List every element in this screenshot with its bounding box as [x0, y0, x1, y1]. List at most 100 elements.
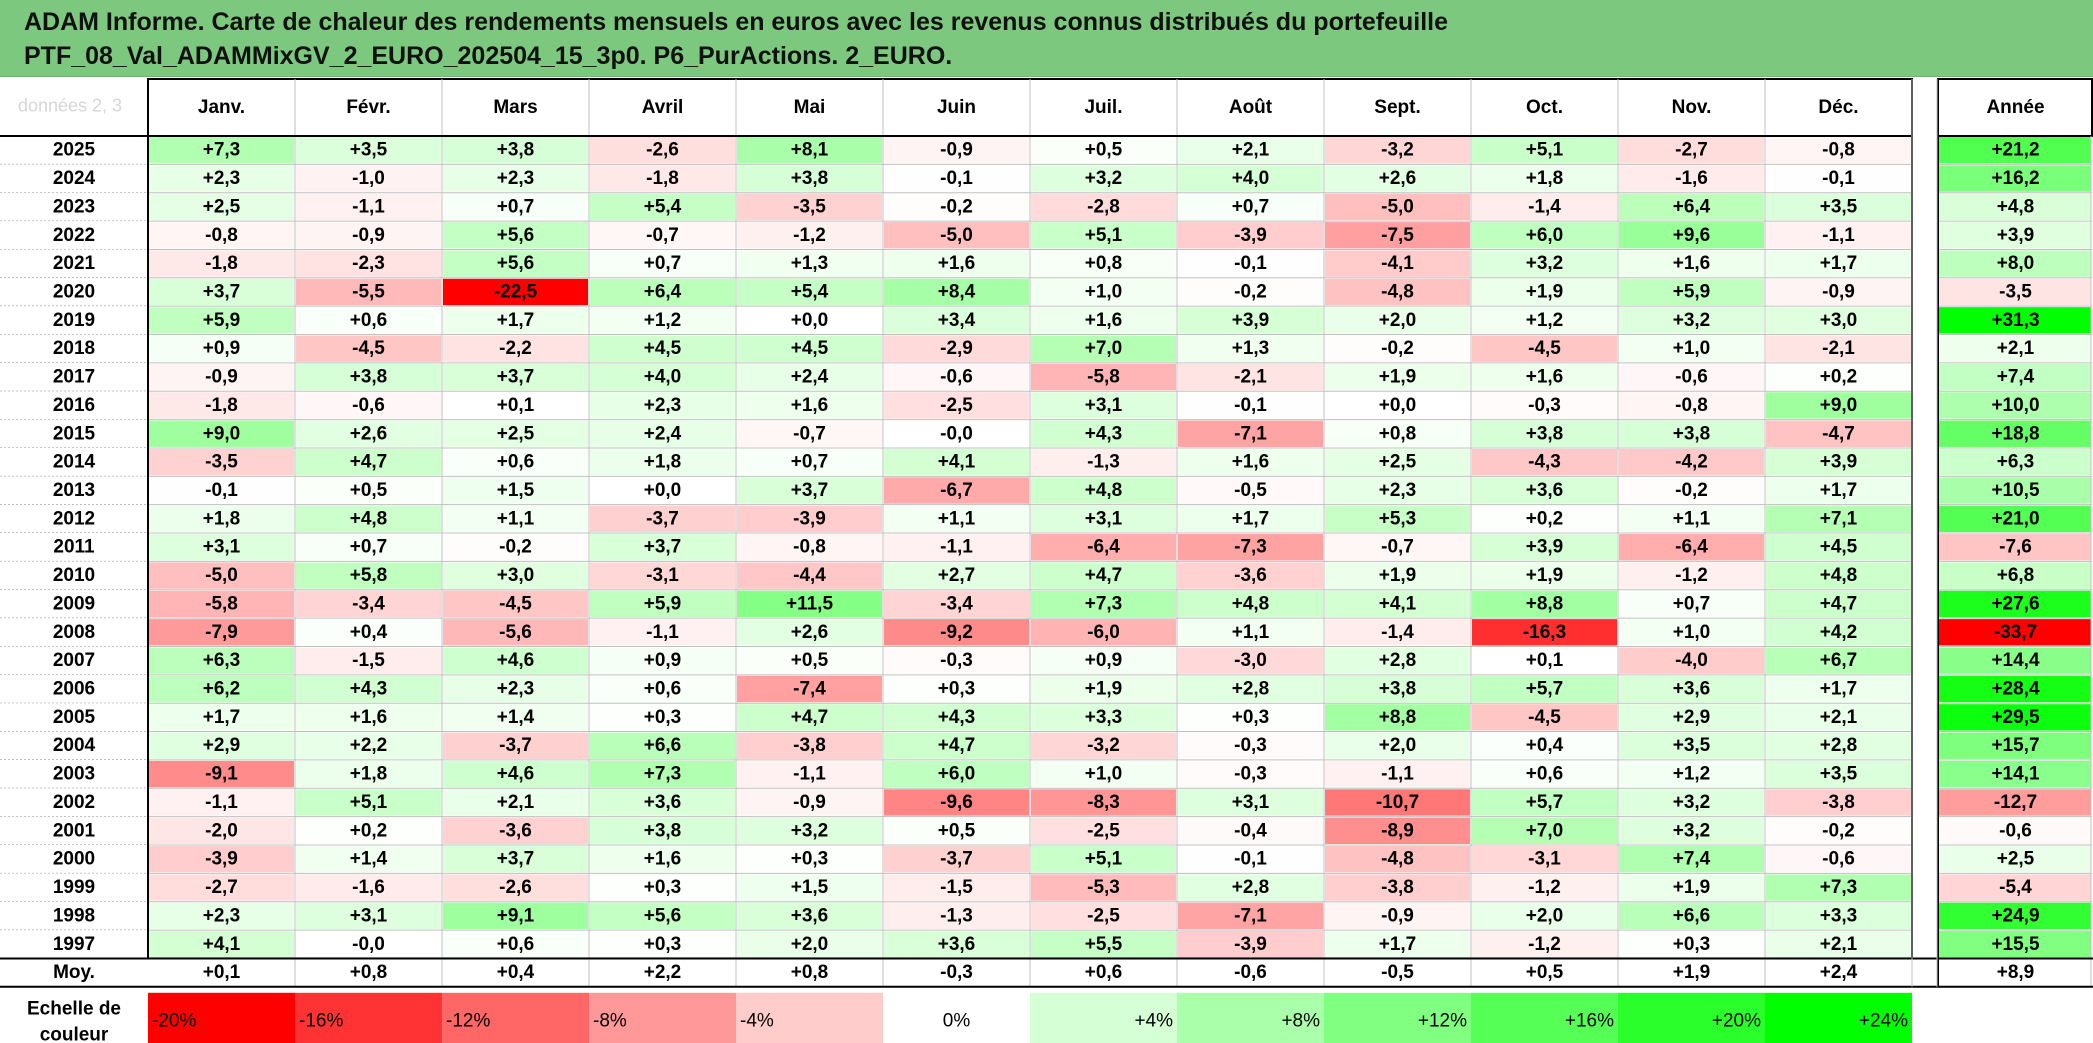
heat-cell	[884, 846, 1029, 873]
heat-cell	[1472, 278, 1617, 306]
year-cell	[0, 504, 148, 534]
heat-cell	[1325, 165, 1470, 192]
year-cell	[0, 618, 148, 647]
cell-value: +9,0	[203, 423, 241, 444]
heat-cell	[737, 704, 882, 731]
annual-value: +10,5	[1991, 480, 2040, 501]
heat-cell	[1472, 165, 1617, 192]
heat-cell	[296, 760, 441, 788]
heat-cell	[1766, 562, 1911, 589]
cell-value: -0,8	[793, 537, 826, 558]
heat-cell	[149, 222, 294, 249]
heat-cell	[1619, 278, 1764, 306]
heat-cell	[149, 817, 294, 844]
heat-cell	[737, 193, 882, 221]
cell-value: +1,4	[497, 707, 535, 728]
heat-cell	[149, 931, 294, 958]
cell-value: +1,5	[497, 480, 535, 501]
heat-cell	[1178, 278, 1323, 306]
gap-cell	[1912, 362, 1938, 392]
annual-value: +15,7	[1991, 735, 2039, 756]
annual-heat-cell	[1939, 477, 2091, 504]
cell-value: -0,5	[1381, 962, 1414, 983]
cell-value: -8,3	[1087, 792, 1120, 813]
year-cell	[0, 901, 148, 931]
heat-cell	[296, 931, 441, 958]
heat-cell	[443, 392, 588, 419]
annual-value: +6,3	[1997, 452, 2035, 473]
cell-value: +2,1	[497, 792, 535, 813]
cell-value: +1,2	[1673, 764, 1711, 785]
cell-value: +0,3	[791, 849, 829, 870]
heat-cell	[1178, 222, 1323, 249]
faint-header-text: données 2, 3	[18, 96, 122, 116]
cell-value: +3,8	[1526, 423, 1564, 444]
heat-cell	[1619, 534, 1764, 561]
cell-value: +0,1	[203, 962, 241, 983]
cell-value: +6,0	[938, 764, 976, 785]
heat-cell	[1178, 137, 1323, 164]
heat-cell	[296, 250, 441, 277]
gap-cell	[1912, 958, 1938, 987]
cell-value: -0,1	[205, 480, 238, 501]
cell-value: -0,1	[1234, 395, 1267, 416]
color-scale-label-line2: couleur	[40, 1024, 109, 1043]
heat-cell	[884, 307, 1029, 334]
heat-cell	[884, 704, 1029, 731]
cell-value: +4,6	[497, 764, 535, 785]
gap-cell	[1912, 618, 1938, 647]
cell-value: +4,6	[497, 650, 535, 671]
heat-cell	[443, 760, 588, 788]
cell-value: +1,9	[1526, 565, 1564, 586]
year-label: 2004	[53, 735, 96, 756]
cell-value: +1,6	[1673, 253, 1711, 274]
annual-value: +3,9	[1997, 225, 2035, 246]
heat-cell	[737, 675, 882, 703]
heat-cell	[296, 420, 441, 447]
heat-cell	[1031, 704, 1176, 731]
year-label: 2011	[53, 537, 95, 558]
color-scale-swatch	[1471, 992, 1618, 1043]
heat-cell	[590, 760, 735, 788]
heat-cell	[1031, 448, 1176, 476]
year-label: 2003	[53, 764, 95, 785]
heat-cell	[1178, 846, 1323, 873]
annual-value: +29,5	[1991, 707, 2040, 728]
cell-value: +3,7	[497, 849, 535, 870]
column-header: Juil.	[1084, 97, 1122, 118]
cell-value: -3,5	[205, 452, 238, 473]
heat-cell	[443, 307, 588, 334]
cell-value: -0,2	[1675, 480, 1708, 501]
heat-cell	[1031, 420, 1176, 447]
cell-value: +4,2	[1820, 622, 1858, 643]
cell-value: +7,1	[1820, 508, 1858, 529]
heat-cell	[1766, 675, 1911, 703]
cell-value: -1,8	[205, 395, 238, 416]
cell-value: +2,0	[791, 934, 829, 955]
heat-cell	[1472, 562, 1617, 589]
cell-value: +0,9	[203, 338, 241, 359]
year-cell	[0, 873, 148, 902]
year-label: 2012	[53, 508, 95, 529]
heat-cell	[737, 448, 882, 476]
heat-cell	[149, 562, 294, 589]
annual-value: +10,0	[1991, 395, 2039, 416]
heat-cell	[737, 137, 882, 164]
cell-value: +0,3	[644, 707, 682, 728]
color-scale-stop-label: +16%	[1565, 1010, 1614, 1031]
heat-cell	[1472, 335, 1617, 362]
annual-heat-cell	[1939, 902, 2091, 930]
heat-cell	[590, 874, 735, 901]
year-cell	[0, 845, 148, 874]
heat-cell	[1472, 846, 1617, 873]
heat-cell	[443, 193, 588, 221]
heat-cell	[737, 307, 882, 334]
heat-cell	[1472, 931, 1617, 958]
cell-value: +1,3	[1232, 338, 1270, 359]
heat-cell	[884, 165, 1029, 192]
heat-cell	[1325, 704, 1470, 731]
heat-cell	[884, 959, 1029, 986]
cell-value: +3,9	[1526, 537, 1564, 558]
heat-cell	[1325, 392, 1470, 419]
heat-cell	[590, 165, 735, 192]
